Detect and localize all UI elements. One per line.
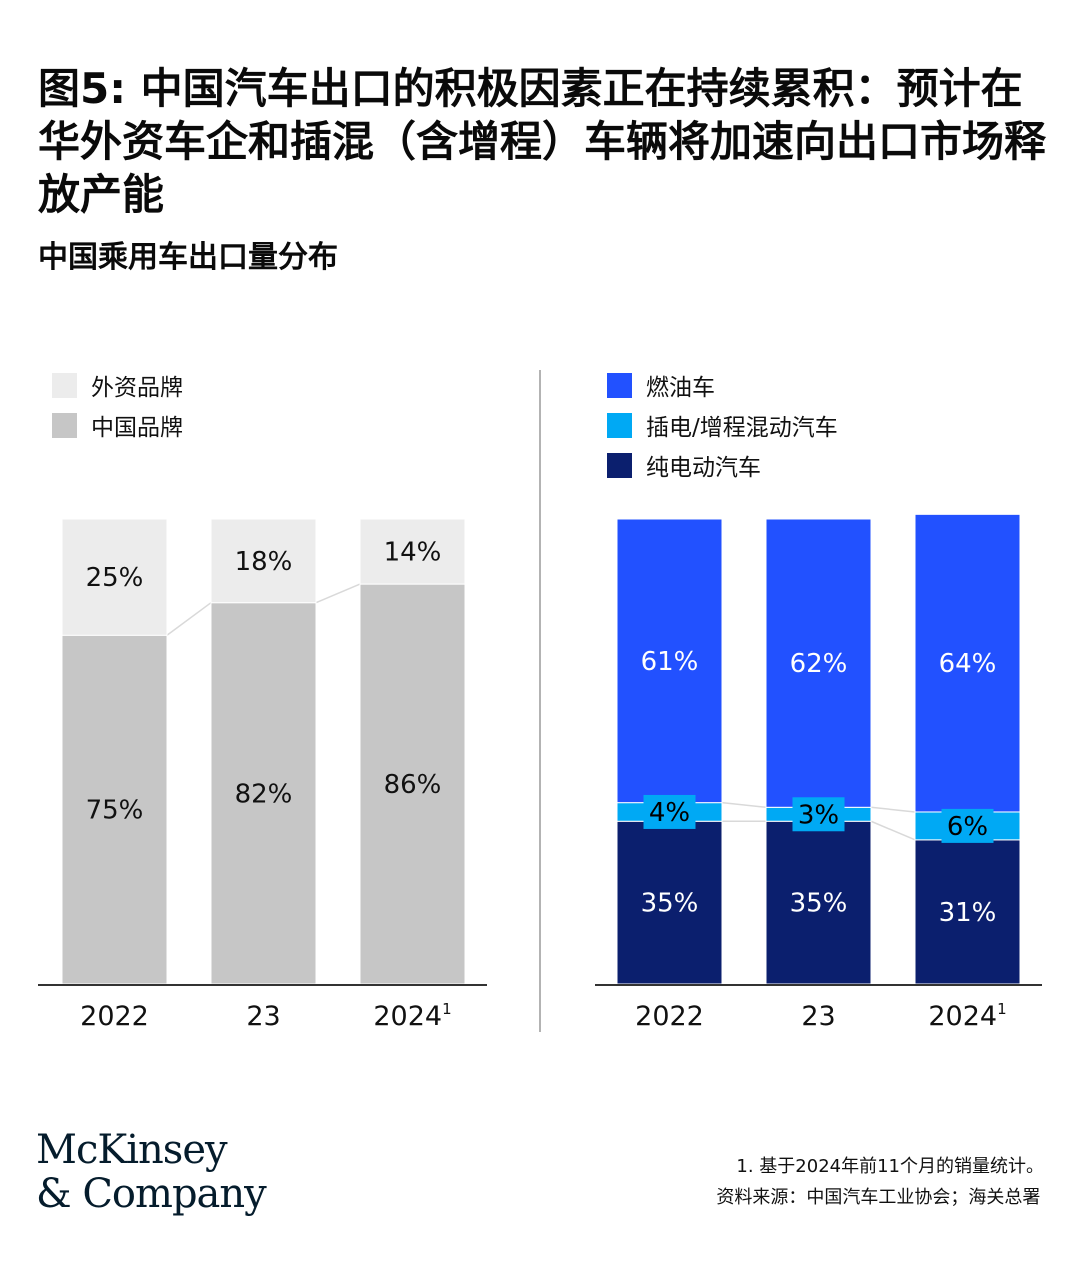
data-label: 14%	[384, 538, 442, 568]
x-tick-label: 23	[801, 1001, 835, 1032]
legend-label-foreign-brand: 外资品牌	[91, 375, 183, 401]
connector-line	[721, 801, 767, 809]
x-tick-label: 20241	[928, 1000, 1006, 1032]
x-tick-superscript: 1	[442, 1000, 452, 1018]
data-label: 75%	[86, 796, 144, 826]
legend-label-ice: 燃油车	[646, 375, 715, 401]
footnote-note: 1. 基于2024年前11个月的销量统计。	[736, 1156, 1044, 1177]
logo-line-1: McKinsey	[36, 1127, 228, 1173]
legend-item-foreign-brand: 外资品牌	[52, 371, 183, 401]
connector-line	[870, 820, 916, 841]
data-label-bg	[792, 797, 845, 832]
x-tick-label: 2022	[635, 1001, 704, 1032]
bar-segment-0-1-1	[210, 518, 317, 604]
data-label: 61%	[641, 647, 699, 677]
legend-swatch-chinese-brand	[52, 412, 77, 438]
legend-swatch-phev	[607, 412, 632, 438]
connector-line	[870, 806, 916, 813]
bar-segment-0-1-0	[61, 518, 168, 636]
bar-segment-1-0-1	[765, 820, 872, 985]
data-label: 25%	[86, 563, 144, 593]
x-tick-label: 23	[246, 1001, 280, 1032]
legend-label-chinese-brand: 中国品牌	[91, 415, 183, 441]
legend-label-phev: 插电/增程混动汽车	[646, 415, 838, 441]
data-label: 35%	[641, 889, 699, 919]
data-label: 18%	[235, 547, 293, 577]
x-tick-label: 2022	[80, 1001, 149, 1032]
legend-item-chinese-brand: 中国品牌	[52, 411, 183, 441]
data-label: 35%	[790, 889, 848, 919]
data-label: 4%	[649, 798, 690, 828]
legend-swatch-ice	[607, 372, 632, 398]
legend-item-ice: 燃油车	[607, 371, 715, 401]
x-tick-superscript: 1	[997, 1000, 1007, 1018]
bar-segment-1-0-0	[616, 820, 723, 985]
data-label: 3%	[798, 800, 839, 830]
logo-line-2: & Company	[36, 1171, 267, 1217]
connector-line	[315, 583, 361, 604]
data-label: 6%	[947, 812, 988, 842]
chart-subtitle: 中国乘用车出口量分布	[38, 240, 338, 275]
data-label: 86%	[384, 770, 442, 800]
x-tick-label: 20241	[373, 1000, 451, 1032]
data-label-bg	[643, 794, 696, 829]
legend-item-phev: 插电/增程混动汽车	[607, 411, 838, 441]
bar-segment-0-0-1	[210, 602, 317, 985]
legend-item-bev: 纯电动汽车	[607, 451, 761, 481]
legend-label-bev: 纯电动汽车	[646, 455, 761, 481]
data-label: 62%	[790, 649, 848, 679]
chart-title: 图5: 中国汽车出口的积极因素正在持续累积：预计在华外资车企和插混（含增程）车辆…	[38, 64, 1047, 219]
data-label: 31%	[939, 898, 997, 928]
data-label-bg	[941, 808, 994, 843]
legend-swatch-bev	[607, 452, 632, 478]
footnote-source: 资料来源：中国汽车工业协会；海关总署	[716, 1187, 1041, 1208]
footnote: 1. 基于2024年前11个月的销量统计。 资料来源：中国汽车工业协会；海关总署	[716, 1151, 1044, 1213]
bar-segment-0-1-2	[359, 518, 466, 585]
data-label: 82%	[235, 779, 293, 809]
bar-segment-0-0-2	[359, 583, 466, 985]
bar-segment-1-2-2	[914, 513, 1021, 813]
bar-segment-1-2-0	[616, 518, 723, 804]
mckinsey-logo: McKinsey & Company	[36, 1127, 267, 1217]
connector-line	[166, 602, 212, 636]
data-label: 64%	[939, 649, 997, 679]
legend-swatch-foreign-brand	[52, 372, 77, 398]
